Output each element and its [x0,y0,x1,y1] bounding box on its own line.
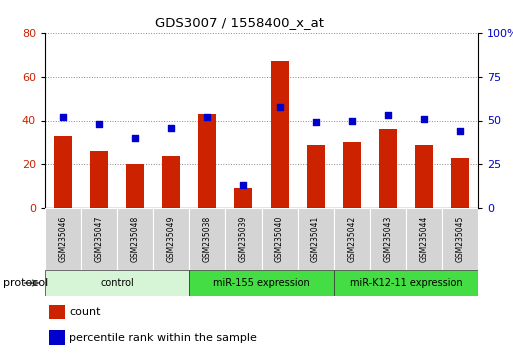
Bar [406,208,442,270]
Point [203,114,211,120]
Bar [117,208,153,270]
Bar [45,270,189,296]
Text: GSM235047: GSM235047 [94,216,104,262]
Bar [189,270,333,296]
Text: GSM235046: GSM235046 [58,216,68,262]
Text: GSM235044: GSM235044 [419,216,428,262]
Bar [49,330,65,345]
Point [420,116,428,121]
Text: GDS3007 / 1558400_x_at: GDS3007 / 1558400_x_at [155,16,324,29]
Bar [199,114,216,208]
Text: GSM235042: GSM235042 [347,216,356,262]
Bar [379,129,397,208]
Bar [270,62,289,208]
Point [275,104,284,109]
Bar [262,208,298,270]
Bar [451,158,469,208]
Bar [333,270,478,296]
Text: GSM235045: GSM235045 [456,216,464,262]
Text: GSM235049: GSM235049 [167,216,176,262]
Text: control: control [101,278,134,288]
Text: miR-155 expression: miR-155 expression [213,278,310,288]
Bar [343,142,361,208]
Bar [298,208,333,270]
Bar [370,208,406,270]
Text: percentile rank within the sample: percentile rank within the sample [69,333,257,343]
Bar [415,144,433,208]
Point [311,119,320,125]
Bar [49,305,65,319]
Bar [45,208,81,270]
Point [456,128,464,134]
Bar [442,208,478,270]
Point [131,135,140,141]
Bar [162,155,180,208]
Bar [153,208,189,270]
Point [59,114,67,120]
Point [95,121,103,127]
Bar [225,208,262,270]
Bar [333,208,370,270]
Text: protocol: protocol [3,278,48,288]
Text: count: count [69,307,101,317]
Bar [234,188,252,208]
Bar [307,144,325,208]
Bar [90,151,108,208]
Text: GSM235041: GSM235041 [311,216,320,262]
Point [167,125,175,130]
Bar [126,164,144,208]
Text: miR-K12-11 expression: miR-K12-11 expression [349,278,462,288]
Text: GSM235040: GSM235040 [275,216,284,262]
Text: GSM235039: GSM235039 [239,216,248,262]
Bar [54,136,72,208]
Text: GSM235043: GSM235043 [383,216,392,262]
Text: GSM235048: GSM235048 [131,216,140,262]
Point [240,182,248,188]
Point [348,118,356,123]
Point [384,113,392,118]
Text: GSM235038: GSM235038 [203,216,212,262]
Bar [81,208,117,270]
Bar [189,208,225,270]
